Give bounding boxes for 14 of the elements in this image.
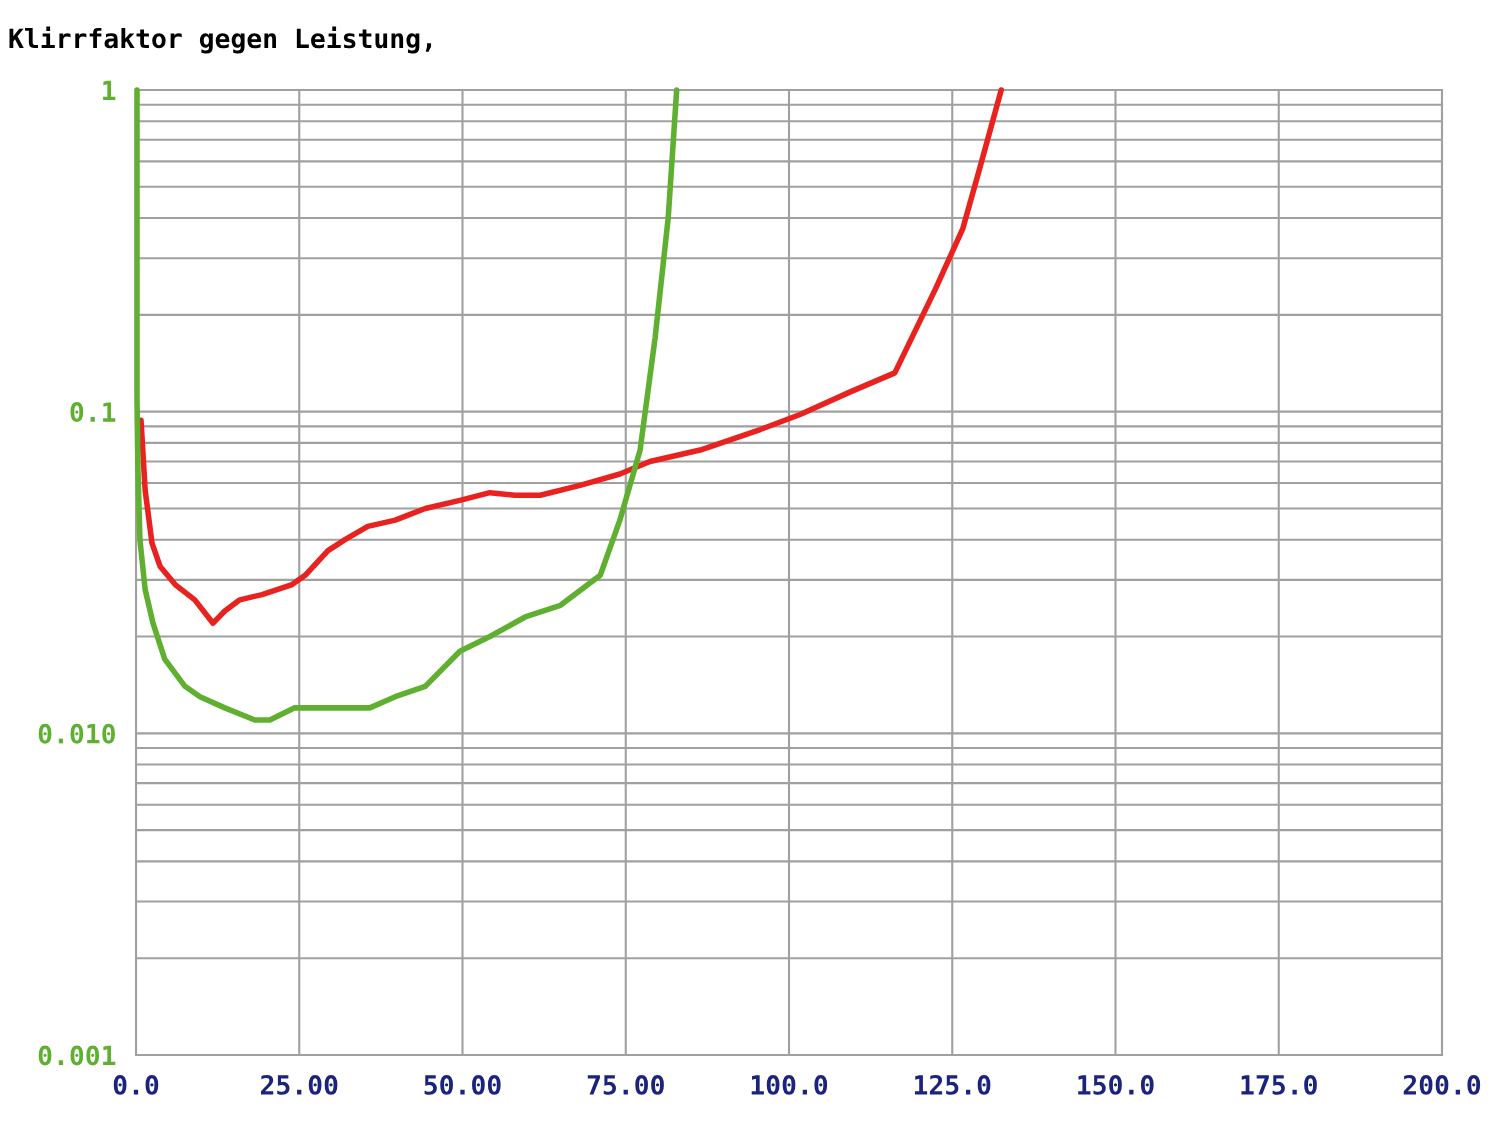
- y-tick-label: 1: [103, 80, 116, 101]
- x-tick-label: 100.0: [751, 1074, 828, 1095]
- x-tick-label: 175.0: [1241, 1074, 1317, 1095]
- x-tick-label: 200.0: [1403, 1074, 1481, 1095]
- x-tick-label: 0.0: [113, 1074, 159, 1095]
- x-tick-label: 50.00: [424, 1074, 501, 1095]
- y-tick-label: 0.010: [38, 723, 115, 744]
- y-tick-label: 0.001: [38, 1045, 116, 1066]
- y-tick-label: 0.1: [70, 402, 116, 423]
- x-tick-label: 150.0: [1078, 1074, 1154, 1095]
- chart-title: Klirrfaktor gegen Leistung,: [9, 26, 432, 54]
- x-tick-label: 75.00: [587, 1074, 664, 1095]
- x-tick-label: 125.0: [914, 1074, 991, 1095]
- x-tick-label: 25.00: [261, 1074, 338, 1095]
